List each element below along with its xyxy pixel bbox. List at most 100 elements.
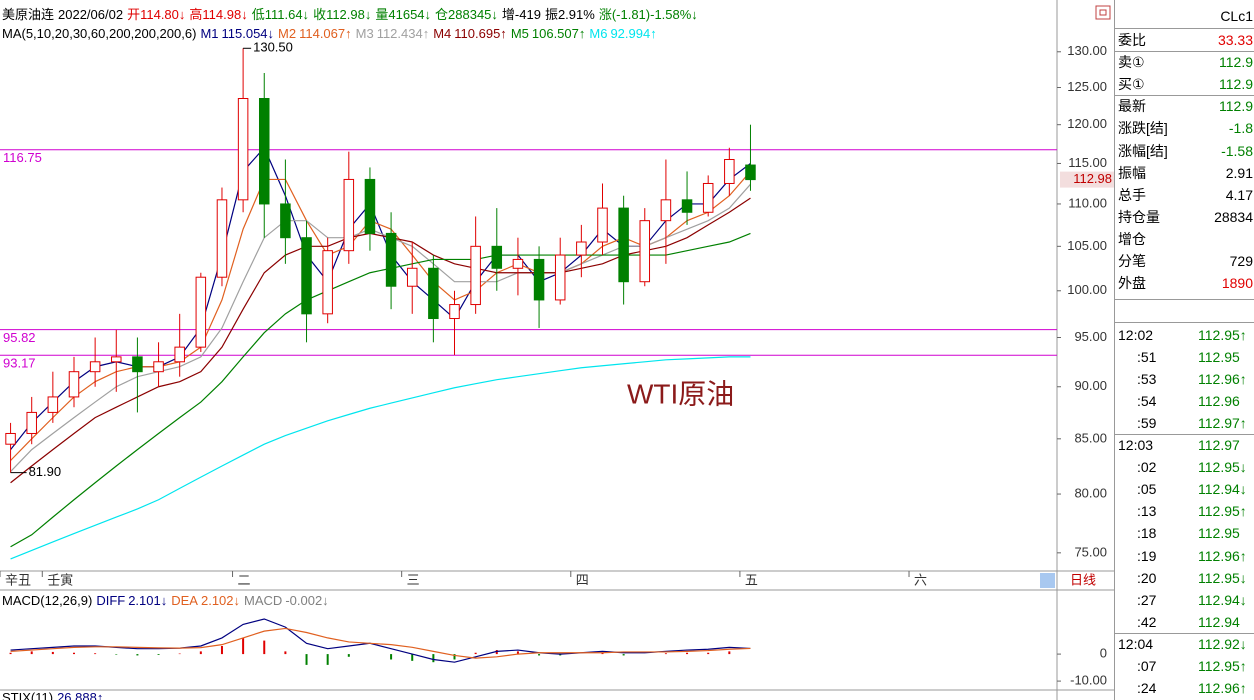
candle-body <box>724 159 735 184</box>
candle-body <box>512 258 524 269</box>
tick-time: :24 <box>1137 679 1157 696</box>
candle-body <box>364 178 376 234</box>
tick-row: :18 112.95 <box>1118 523 1253 543</box>
header-item: 收112.98↓ <box>313 7 372 22</box>
legend-value: 2.102↓ <box>200 593 241 608</box>
candle-body <box>470 245 481 306</box>
y-tick-label: 90.00 <box>1074 378 1107 393</box>
macd-line <box>10 618 751 663</box>
candle-body <box>702 182 714 213</box>
candle-body <box>153 361 164 373</box>
tick-row: :59 112.97↑ <box>1118 413 1253 433</box>
quote-row: 委比 33.33 <box>1118 30 1253 50</box>
candle-body <box>68 371 80 398</box>
x-tick-label: 五 <box>745 572 758 587</box>
tick-row: :27 112.94↓ <box>1118 590 1253 610</box>
header-item: 开114.80↓ <box>127 7 186 22</box>
separator <box>1115 434 1254 436</box>
y-tick-label: 75.00 <box>1074 544 1107 559</box>
quote-label: 持仓量 <box>1118 208 1160 225</box>
quote-value: 1890 <box>1221 275 1253 292</box>
candle-body <box>745 164 756 181</box>
tick-row: :20 112.95↓ <box>1118 568 1253 588</box>
tick-time: 12:04 <box>1118 635 1154 652</box>
annotation: 81.90 <box>29 464 62 479</box>
tick-time: :20 <box>1137 569 1157 586</box>
y-tick-label: 110.00 <box>1068 195 1107 210</box>
quote-row: 分笔 729 <box>1118 251 1253 271</box>
header-item: 2022/06/02 <box>58 7 124 22</box>
candle-body <box>428 267 439 320</box>
y-tick-label: 0 <box>1100 646 1107 661</box>
stix-value: 26.888↑ <box>57 690 104 700</box>
x-tick-label: 壬寅 <box>47 572 73 587</box>
tick-price: 112.96 <box>1198 393 1240 410</box>
tick-time: 12:02 <box>1118 327 1154 343</box>
tick-row: :54 112.96 <box>1118 391 1253 411</box>
stix-title: STIX(11) <box>2 690 54 700</box>
legend-name: DEA <box>171 593 198 608</box>
quote-label: 增仓 <box>1118 230 1146 247</box>
window-icon-inner <box>1099 9 1107 16</box>
candle-body <box>322 250 333 315</box>
candle-body <box>89 361 101 373</box>
y-tick-label: 80.00 <box>1074 485 1107 500</box>
y-tick-label: 105.00 <box>1067 238 1107 253</box>
x-tick-label: 三 <box>407 572 420 587</box>
stix-legend: STIX(11) 26.888↑ <box>2 690 107 700</box>
tick-row: :13 112.95↑ <box>1118 501 1253 521</box>
window-icon[interactable] <box>1095 5 1111 20</box>
ma-label: MA(5,10,20,30,60,200,200,200,6) <box>2 26 197 41</box>
x-tick-label: 四 <box>576 572 589 587</box>
horizontal-line-label: 116.75 <box>3 150 42 165</box>
legend-value: 92.994↑ <box>610 26 657 41</box>
y-tick-label: 95.00 <box>1074 329 1107 344</box>
candle-body <box>5 432 16 445</box>
candle-body <box>237 98 249 201</box>
candle-body <box>174 346 185 363</box>
chart-area: 130.00 125.00 120.00 115.00 110.00 105.00 100.… <box>0 0 1114 700</box>
candle-body <box>343 178 355 252</box>
candle-body <box>195 276 207 348</box>
y-tick-label: 100.00 <box>1067 282 1107 297</box>
quote-row: 涨幅[结] -1.58 <box>1118 141 1253 161</box>
header-item: 量41654↓ <box>375 7 432 22</box>
tick-row: :19 112.96↑ <box>1118 546 1253 566</box>
quote-label: 振幅 <box>1118 164 1146 181</box>
tick-price: 112.94 <box>1198 613 1240 630</box>
tick-time: 12:03 <box>1118 437 1154 454</box>
y-tick-label: -10.00 <box>1070 673 1107 688</box>
macd-legend: MACD(12,26,9) DIFF 2.101↓ DEA 2.102↓ MACD -0.0… <box>2 593 333 609</box>
quote-row: 持仓量 28834 <box>1118 207 1253 227</box>
legend-name: MACD <box>244 593 283 608</box>
candle-body <box>491 245 503 269</box>
tick-time: :02 <box>1137 459 1157 476</box>
tick-time: :54 <box>1137 393 1157 410</box>
y-tick-label: 85.00 <box>1074 430 1107 445</box>
tick-price: 112.92↓ <box>1198 635 1247 652</box>
tick-row: :51 112.95 <box>1118 347 1253 367</box>
tick-time: :13 <box>1137 503 1157 520</box>
legend-value: 114.067↑ <box>299 26 352 41</box>
tick-row: :07 112.95↑ <box>1118 656 1253 676</box>
header-item: 振2.91% <box>544 7 595 22</box>
tick-row: 12:02 112.95↑ <box>1118 325 1253 345</box>
ma-line <box>10 356 751 560</box>
tick-price: 112.95 <box>1198 525 1240 542</box>
header-item: 仓288345↓ <box>435 7 498 22</box>
candle-body <box>681 199 693 213</box>
legend-name: M6 <box>589 26 608 41</box>
separator <box>1115 299 1254 300</box>
candle-body <box>449 304 460 320</box>
candle-body <box>111 356 122 363</box>
candle-body <box>47 396 59 413</box>
tick-row: :53 112.96↑ <box>1118 369 1253 389</box>
quote-header: 美原油连 2022/06/02 开114.80↓ 高114.98↓ 低111.64↓ 收1… <box>2 7 702 23</box>
candle-body <box>554 254 566 301</box>
candle-body <box>406 267 418 287</box>
quote-value: 4.17 <box>1225 186 1253 203</box>
scroll-thumb[interactable] <box>1040 573 1055 588</box>
macd-title: MACD(12,26,9) <box>2 593 93 608</box>
tick-time: :27 <box>1137 591 1157 608</box>
